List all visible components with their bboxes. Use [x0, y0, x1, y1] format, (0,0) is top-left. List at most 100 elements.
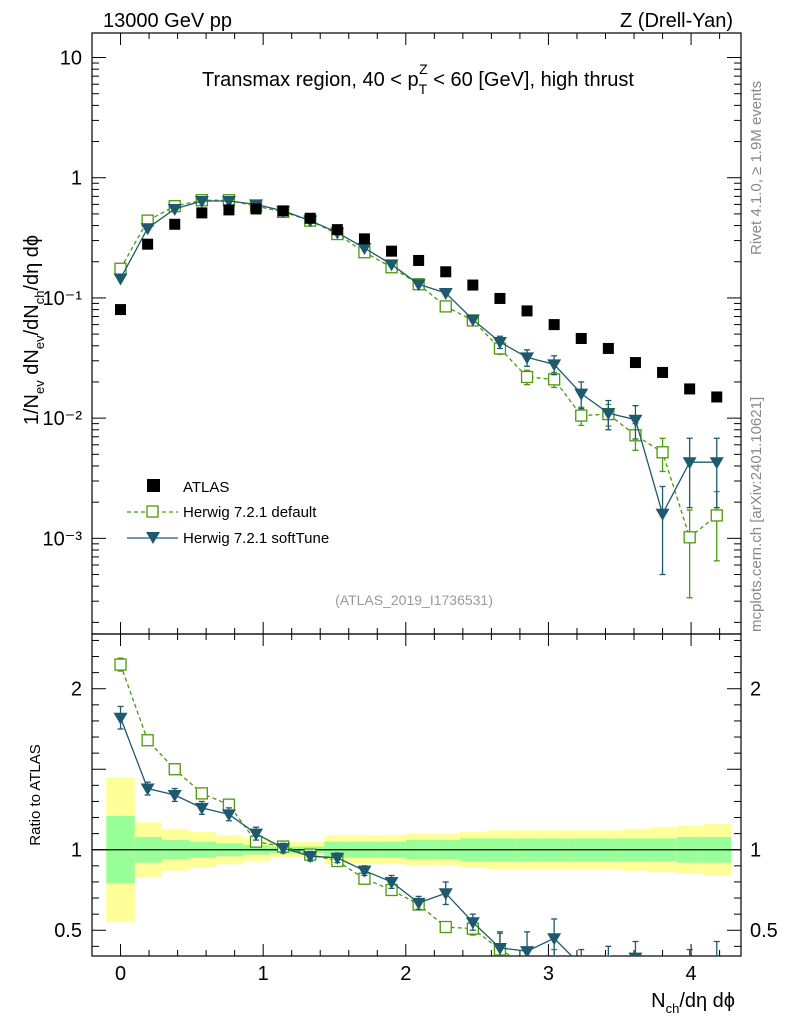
ratio-softtune-point — [140, 783, 155, 796]
ratio-default-point — [168, 763, 181, 776]
atlas-point — [250, 203, 262, 215]
legend-label-atlas: ATLAS — [183, 479, 229, 496]
y-tick-label-main: 10⁻³ — [43, 528, 83, 550]
mcplots-source-label: mcplots.cern.ch [arXiv:2401.10621] — [748, 397, 765, 632]
ratio-softtune-point — [547, 933, 562, 946]
ratio-ylabel: Ratio to ATLAS — [27, 744, 44, 845]
atlas-point — [467, 279, 479, 291]
ratio-softtune-point — [113, 712, 128, 725]
softtune-point — [140, 223, 155, 236]
softtune-point — [628, 414, 643, 427]
atlas-point — [657, 366, 669, 378]
ratio-softtune-point — [574, 961, 588, 973]
atlas-point — [115, 304, 127, 316]
ratio-softtune-point — [710, 959, 724, 971]
y-tick-label-ratio: 0.5 — [54, 920, 82, 942]
y-tick-label-ratio: 2 — [71, 679, 82, 701]
ratio-default-point — [630, 967, 641, 978]
x-tick-label: 1 — [258, 963, 269, 985]
ratio-softtune-point — [303, 851, 318, 864]
atlas-point — [629, 357, 641, 369]
ratio-default-point — [141, 734, 154, 747]
atlas-point — [169, 218, 181, 230]
softtune-point — [465, 314, 480, 327]
atlas-point — [196, 207, 208, 219]
default-point — [710, 509, 723, 522]
ratio-softtune-point — [357, 865, 372, 878]
x-tick-label: 0 — [115, 963, 126, 985]
atlas-point — [413, 254, 425, 266]
atlas-point — [386, 245, 398, 257]
y-tick-label-ratio: 1 — [71, 840, 82, 862]
atlas-point — [711, 391, 723, 403]
legend-marker-softtune — [146, 532, 160, 544]
ratio-default-point — [576, 968, 587, 979]
ratio-default-point — [195, 787, 208, 800]
softtune-point — [655, 508, 670, 521]
chart-title: Transmax region, 40 < pTZ < 60 [GeV], hi… — [202, 61, 634, 97]
rivet-version-label: Rivet 4.1.0, ≥ 1.9M events — [748, 81, 765, 255]
x-tick-label: 4 — [686, 963, 697, 985]
softtune-point — [411, 279, 426, 292]
ratio-default-point — [657, 970, 668, 981]
ratio-softtune-point — [384, 876, 399, 889]
legend-marker-default — [146, 505, 159, 518]
ratio-softtune-point — [221, 809, 236, 822]
ratio-default-point — [603, 960, 614, 971]
x-tick-label: 3 — [543, 963, 554, 985]
y-tick-label-ratio-right: 0.5 — [750, 920, 778, 942]
legend-label-default: Herwig 7.2.1 default — [183, 504, 317, 521]
y-tick-label-main: 10 — [60, 48, 82, 70]
ratio-softtune-point — [330, 852, 345, 865]
default-point — [575, 409, 588, 422]
default-point — [656, 446, 669, 459]
legend-label-softtune: Herwig 7.2.1 softTune — [183, 530, 329, 547]
atlas-point — [521, 305, 533, 317]
atlas-point — [440, 266, 452, 278]
legend-marker-atlas — [147, 479, 160, 492]
atlas-point — [331, 224, 343, 236]
softtune-point — [574, 388, 589, 401]
atlas-point — [684, 383, 696, 395]
y-tick-label-ratio-right: 1 — [750, 840, 761, 862]
default-point — [520, 370, 534, 384]
ratio-softtune-point — [249, 828, 264, 841]
analysis-watermark: (ATLAS_2019_I1736531) — [335, 592, 493, 608]
ratio-softtune-point — [167, 790, 182, 802]
header-left: 13000 GeV pp — [103, 10, 232, 32]
softtune-point — [682, 457, 697, 470]
y-tick-label-main: 1 — [71, 168, 82, 190]
ratio-softtune-point — [411, 897, 426, 910]
y-tick-label-main: 10⁻¹ — [43, 288, 83, 310]
softtune-point — [709, 457, 724, 470]
softtune-point — [357, 243, 372, 256]
xlabel: Nch/dη dϕ — [651, 990, 735, 1016]
ratio-data-layer — [113, 657, 724, 981]
ratio-softtune-point — [492, 942, 507, 955]
softtune-point — [113, 273, 128, 286]
ratio-default-point — [522, 960, 533, 971]
default-point — [683, 531, 696, 544]
axis-ticks: 0 1 2 3 4 1 10 10⁻¹ 10⁻² 10⁻³ 0.5 0.5 1 1 2 2 — [43, 33, 778, 985]
softtune-point — [492, 336, 507, 349]
atlas-point — [304, 212, 316, 224]
ratio-default-point — [439, 920, 452, 934]
softtune-point — [384, 259, 399, 272]
atlas-point — [223, 204, 235, 216]
atlas-point — [358, 233, 370, 245]
softtune-point — [167, 203, 182, 216]
ratio-plot-frame — [91, 633, 742, 957]
atlas-point — [548, 319, 560, 331]
ratio-softtune-point — [276, 843, 291, 856]
legend: ATLAS Herwig 7.2.1 default Herwig 7.2.1 … — [127, 479, 329, 547]
header-right: Z (Drell-Yan) — [620, 10, 733, 32]
ratio-softtune-point — [520, 946, 535, 956]
main-data-layer — [113, 194, 724, 599]
atlas-point — [277, 205, 289, 217]
softtune-point — [194, 196, 209, 209]
ratio-softtune-point — [628, 952, 643, 956]
default-point — [547, 373, 561, 386]
ratio-default-point — [114, 658, 127, 671]
y-tick-label-ratio-right: 2 — [750, 679, 761, 701]
